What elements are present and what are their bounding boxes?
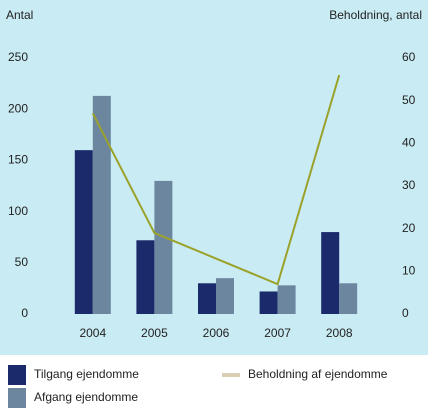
bar — [74, 150, 93, 314]
bar — [136, 240, 155, 314]
y2-tick-label: 60 — [402, 50, 416, 64]
y2-axis-title: Beholdning, antal — [329, 8, 422, 22]
y2-tick-label: 30 — [402, 178, 416, 192]
y-axis-title: Antal — [6, 8, 33, 22]
bar — [198, 283, 216, 314]
y-tick-label: 250 — [8, 50, 28, 64]
bar — [154, 180, 173, 314]
y-tick-label: 200 — [8, 101, 28, 115]
bar — [339, 283, 358, 314]
y-tick-label: 150 — [8, 153, 28, 167]
x-tick-label: 2005 — [141, 326, 168, 340]
y2-tick-label: 50 — [402, 93, 416, 107]
legend-label: Afgang ejendomme — [34, 390, 138, 404]
x-tick-label: 2004 — [79, 326, 106, 340]
legend-label: Tilgang ejendomme — [34, 367, 139, 381]
y2-tick-label: 20 — [402, 221, 416, 235]
y-tick-label: 0 — [21, 306, 28, 320]
line-series — [91, 74, 341, 286]
legend-swatch — [8, 388, 26, 408]
bar — [92, 95, 111, 314]
bar — [216, 278, 234, 314]
x-tick-label: 2007 — [264, 326, 291, 340]
bar — [277, 285, 296, 314]
y2-tick-label: 0 — [402, 306, 409, 320]
y2-tick-label: 40 — [402, 136, 416, 150]
legend-swatch — [222, 373, 240, 377]
legend-label: Beholdning af ejendomme — [248, 367, 388, 381]
bar — [259, 291, 278, 314]
y-tick-label: 100 — [8, 204, 28, 218]
x-tick-label: 2006 — [203, 326, 230, 340]
bar — [321, 232, 340, 314]
y-tick-label: 50 — [15, 255, 29, 269]
legend-swatch — [8, 365, 26, 385]
x-tick-label: 2008 — [326, 326, 353, 340]
y2-tick-label: 10 — [402, 264, 416, 278]
